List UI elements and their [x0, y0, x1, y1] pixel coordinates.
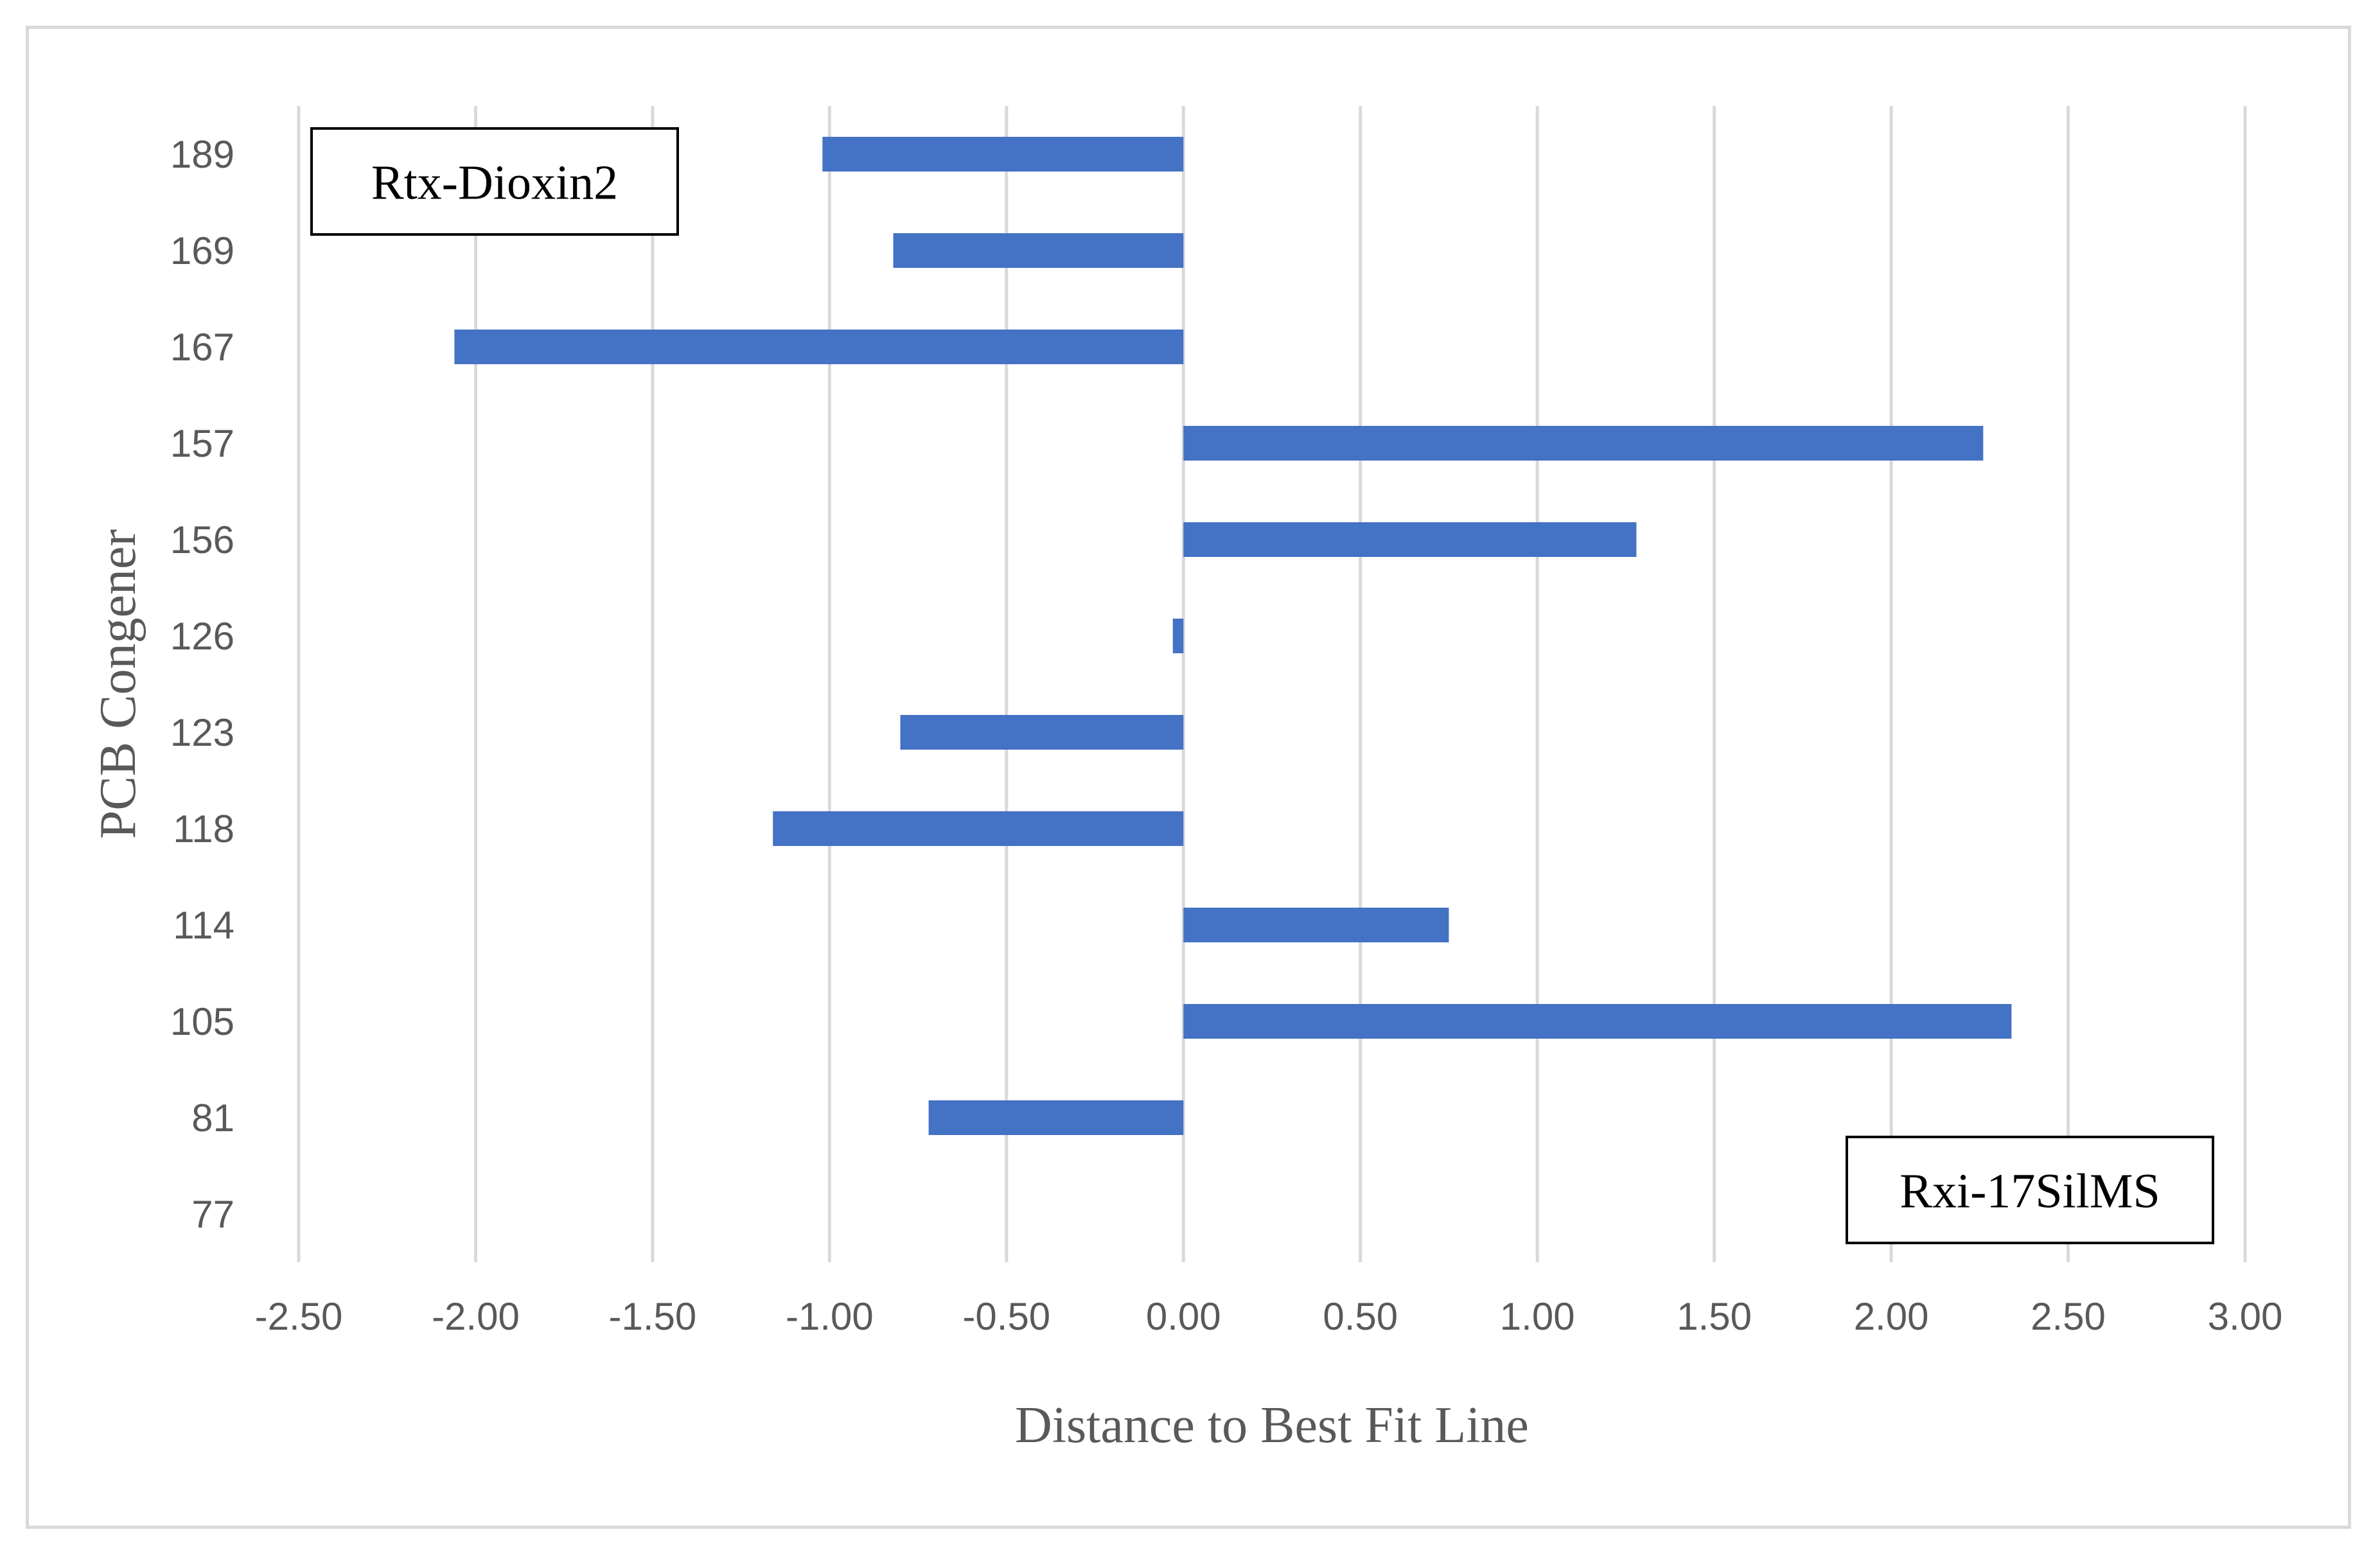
- bar: [900, 715, 1184, 750]
- bar: [822, 137, 1184, 172]
- y-tick-label: 77: [191, 1193, 234, 1236]
- x-tick-label: 0.00: [1146, 1295, 1221, 1338]
- bar: [1183, 426, 1984, 461]
- gridlines: [297, 106, 2247, 1262]
- bar: [1183, 522, 1637, 557]
- annotation-box: Rxi-17SilMS: [1846, 1136, 2214, 1244]
- y-tick-label: 81: [191, 1097, 234, 1140]
- bar: [454, 330, 1184, 364]
- bar: [1183, 908, 1449, 942]
- y-axis-title: PCB Congener: [90, 529, 146, 839]
- y-tick-label: 105: [170, 1000, 234, 1043]
- y-tick-label: 123: [170, 711, 234, 754]
- y-tick-label: 118: [173, 807, 234, 850]
- x-tick-label: 1.00: [1500, 1295, 1575, 1338]
- bars: [454, 137, 2012, 1135]
- bar: [893, 233, 1184, 268]
- y-tick-label: 156: [170, 518, 234, 561]
- x-tick-label: -2.00: [432, 1295, 520, 1338]
- x-tick-label: -0.50: [962, 1295, 1050, 1338]
- y-tick-label: 169: [170, 229, 234, 272]
- x-tick-label: 2.50: [2031, 1295, 2106, 1338]
- bar: [928, 1100, 1184, 1135]
- annotation-label: Rxi-17SilMS: [1900, 1165, 2160, 1219]
- bar-chart: -2.50 -2.00 -1.50 -1.00 -0.50 0.00 0.50 1.00 1.5…: [90, 106, 2283, 1454]
- y-tick-label: 114: [173, 904, 234, 947]
- bar: [773, 811, 1184, 846]
- annotation-border: [1846, 1136, 2214, 1244]
- y-tick-label: 189: [170, 133, 234, 176]
- x-tick-label: -2.50: [255, 1295, 343, 1338]
- y-tick-labels: 77 81 105 114 118 123 126 156 157 167 169 189: [170, 133, 234, 1236]
- x-tick-label: -1.00: [786, 1295, 874, 1338]
- annotation-box: Rtx-Dioxin2: [310, 127, 679, 236]
- x-tick-label: -1.50: [609, 1295, 697, 1338]
- x-axis-title: Distance to Best Fit Line: [1015, 1397, 1529, 1454]
- x-tick-labels: -2.50 -2.00 -1.50 -1.00 -0.50 0.00 0.50 1.00 1.5…: [255, 1295, 2283, 1338]
- bar: [1172, 619, 1184, 653]
- annotations: Rtx-Dioxin2 Rxi-17SilMS: [310, 127, 2214, 1244]
- x-tick-label: 3.00: [2208, 1295, 2283, 1338]
- y-tick-label: 126: [170, 615, 234, 658]
- y-tick-label: 167: [170, 326, 234, 369]
- x-tick-label: 0.50: [1323, 1295, 1398, 1338]
- bar: [1183, 1004, 2012, 1039]
- chart-frame: -2.50 -2.00 -1.50 -1.00 -0.50 0.00 0.50 1.00 1.5…: [26, 26, 2351, 1529]
- x-tick-label: 2.00: [1854, 1295, 1929, 1338]
- annotation-border: [310, 127, 679, 236]
- annotation-label: Rtx-Dioxin2: [371, 156, 618, 210]
- y-tick-label: 157: [170, 422, 234, 465]
- x-tick-label: 1.50: [1677, 1295, 1752, 1338]
